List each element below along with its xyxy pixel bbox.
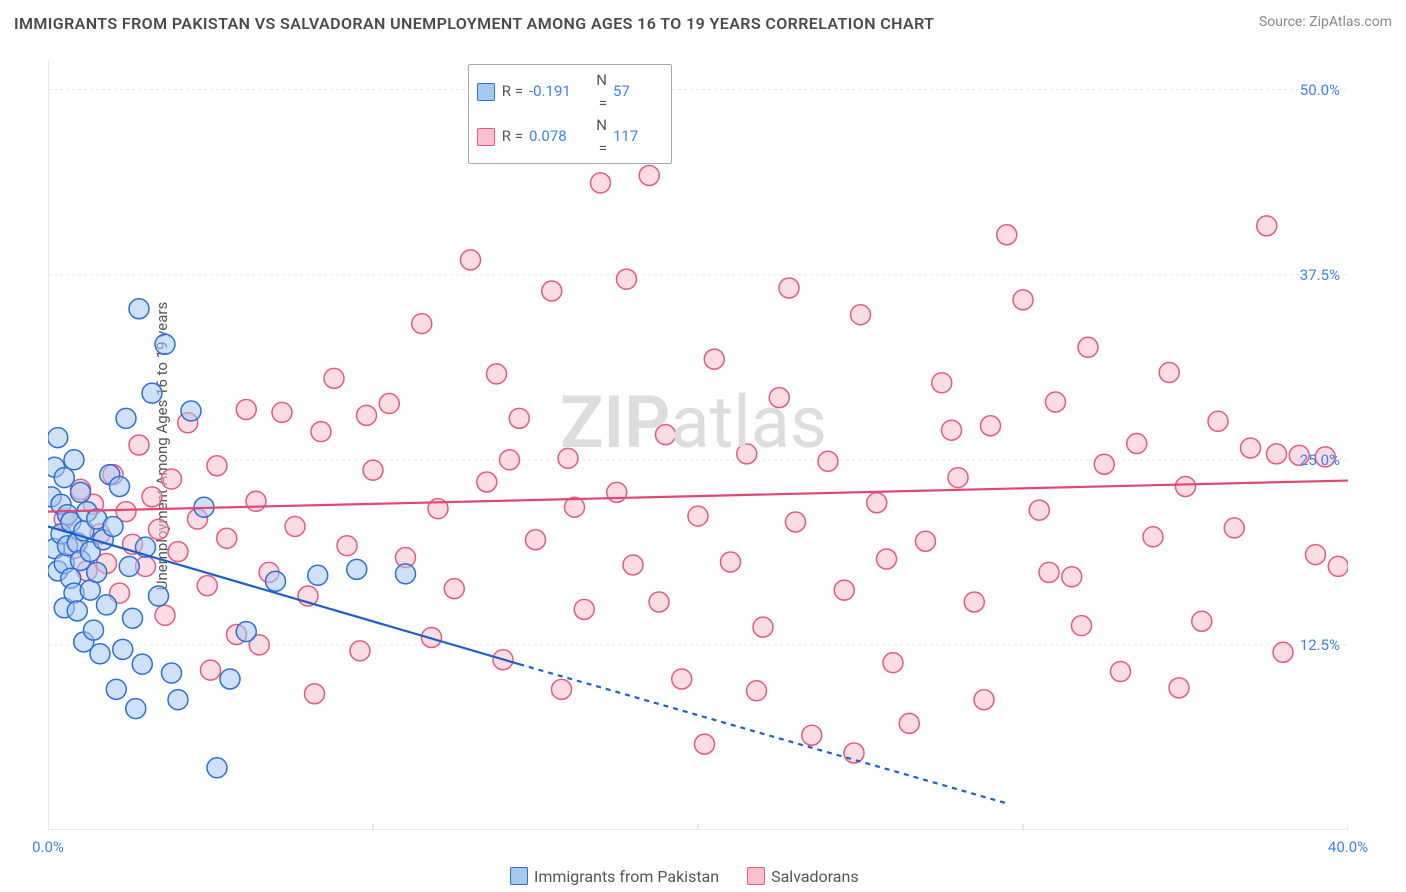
series-legend-item: Immigrants from Pakistan — [510, 867, 719, 886]
y-tick: 37.5% — [1300, 266, 1340, 284]
legend-swatch — [747, 867, 765, 885]
correlation-legend: R = -0.191 N = 57 R = 0.078 N = 117 — [468, 64, 672, 164]
y-tick: 25.0% — [1300, 451, 1340, 469]
scatter-plot — [48, 60, 1348, 830]
series-label: Salvadorans — [771, 867, 858, 886]
legend-r-label: R = — [501, 80, 523, 103]
legend-n-value: 57 — [613, 80, 663, 103]
y-tick: 50.0% — [1300, 81, 1340, 99]
legend-row: R = -0.191 N = 57 — [477, 69, 663, 114]
legend-n-label: N = — [585, 114, 607, 159]
legend-r-value: -0.191 — [529, 80, 579, 103]
series-legend-item: Salvadorans — [747, 867, 858, 886]
x-tick: 40.0% — [1328, 838, 1368, 856]
x-tick: 0.0% — [32, 838, 64, 856]
legend-n-label: N = — [585, 69, 607, 114]
chart-title: IMMIGRANTS FROM PAKISTAN VS SALVADORAN U… — [14, 14, 934, 33]
series-legend: Immigrants from Pakistan Salvadorans — [510, 867, 859, 886]
legend-n-value: 117 — [613, 125, 663, 148]
source-attribution: Source: ZipAtlas.com — [1259, 14, 1392, 30]
chart-container: IMMIGRANTS FROM PAKISTAN VS SALVADORAN U… — [0, 0, 1406, 892]
legend-swatch — [477, 128, 495, 146]
legend-row: R = 0.078 N = 117 — [477, 114, 663, 159]
legend-swatch — [510, 867, 528, 885]
y-tick: 12.5% — [1300, 636, 1340, 654]
legend-r-label: R = — [501, 125, 523, 148]
legend-swatch — [477, 83, 495, 101]
series-label: Immigrants from Pakistan — [534, 867, 719, 886]
legend-r-value: 0.078 — [529, 125, 579, 148]
